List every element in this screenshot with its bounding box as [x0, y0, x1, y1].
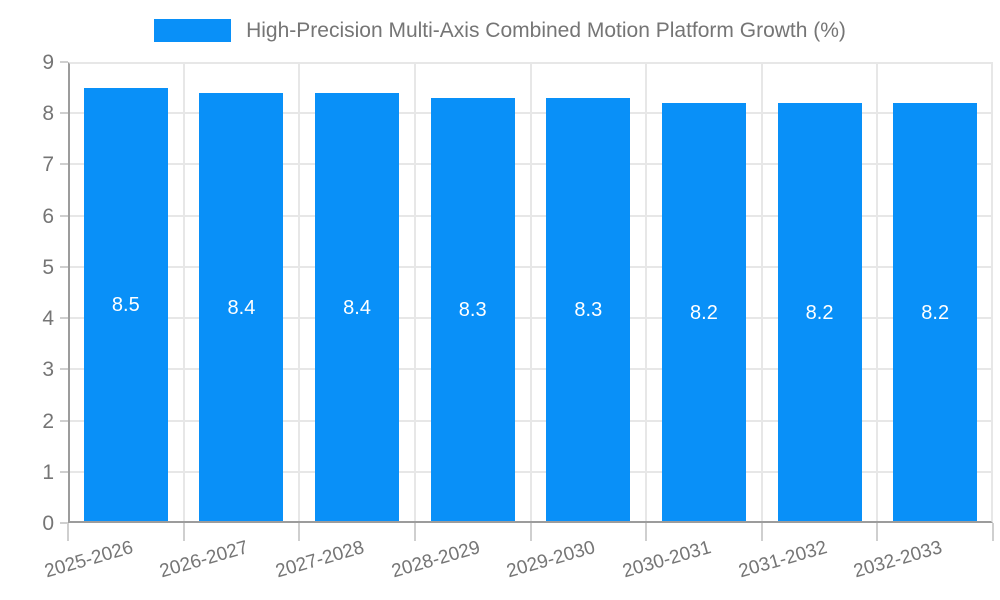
bar: 8.3 [546, 97, 631, 523]
bar-value-label: 8.2 [921, 301, 950, 324]
bar-value-label: 8.3 [458, 299, 487, 322]
y-tick-mark [60, 265, 68, 268]
x-tick-mark [760, 523, 763, 541]
bar-value-label: 8.4 [227, 296, 256, 319]
bar: 8.3 [430, 97, 515, 523]
y-tick-label: 0 [42, 512, 54, 535]
x-tick-mark [413, 523, 416, 541]
y-tick-label: 6 [42, 204, 54, 228]
y-tick-label: 1 [42, 460, 54, 484]
y-tick-label: 8 [42, 102, 54, 126]
legend: High-Precision Multi-Axis Combined Motio… [0, 18, 1000, 43]
bar: 8.2 [661, 102, 746, 523]
bar: 8.2 [893, 102, 978, 523]
gridline-vertical [760, 62, 763, 523]
legend-swatch [154, 19, 232, 43]
y-tick-label: 4 [42, 307, 54, 331]
y-tick-label: 7 [42, 153, 54, 177]
y-tick-mark [60, 419, 68, 422]
x-tick-mark [182, 523, 185, 541]
y-tick-label: 9 [42, 51, 54, 74]
y-tick-mark [60, 470, 68, 473]
chart-title: High-Precision Multi-Axis Combined Motio… [246, 19, 846, 42]
gridline-vertical [876, 62, 879, 523]
bar-value-label: 8.3 [574, 299, 603, 322]
y-tick-mark [60, 522, 68, 524]
y-tick-mark [60, 163, 68, 166]
gridline-vertical [413, 62, 416, 523]
x-tick-mark [67, 523, 69, 541]
y-tick-label: 5 [42, 255, 54, 279]
bar: 8.2 [777, 102, 862, 523]
x-tick-mark [992, 523, 994, 541]
bar-value-label: 8.2 [690, 301, 718, 324]
x-tick-mark [529, 523, 532, 541]
x-tick-mark [645, 523, 648, 541]
gridline-vertical [182, 62, 185, 523]
gridline-vertical [298, 62, 301, 523]
x-tick-mark [298, 523, 301, 541]
y-tick-label: 2 [42, 409, 54, 433]
x-tick-mark [876, 523, 879, 541]
y-tick-mark [60, 61, 68, 63]
y-tick-mark [60, 317, 68, 320]
y-tick-mark [60, 368, 68, 371]
y-tick-mark [60, 112, 68, 115]
bar: 8.4 [199, 92, 284, 523]
y-tick-label: 3 [42, 358, 54, 382]
gridline-vertical [645, 62, 648, 523]
bar-value-label: 8.5 [111, 294, 140, 317]
y-tick-mark [60, 214, 68, 217]
bar-value-label: 8.2 [805, 301, 834, 324]
bar: 8.5 [83, 87, 168, 523]
bar: 8.4 [315, 92, 400, 523]
gridline-vertical [529, 62, 532, 523]
bar-value-label: 8.4 [343, 296, 371, 319]
